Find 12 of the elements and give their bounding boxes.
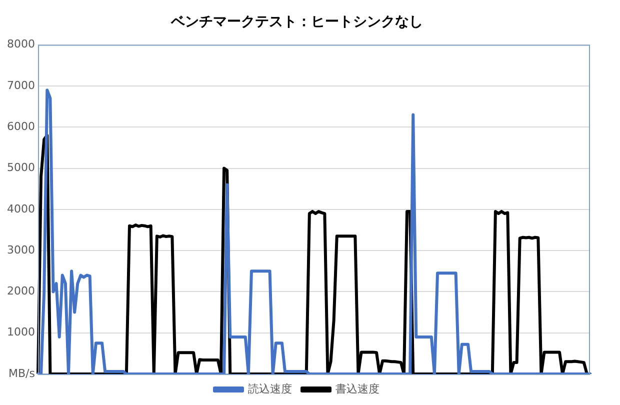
- y-tick-label: 5000: [6, 161, 35, 174]
- y-tick-label: 6000: [6, 120, 35, 133]
- y-tick-label: 4000: [6, 202, 35, 216]
- y-tick-label: 8000: [6, 38, 35, 51]
- y-tick-label: 1000: [6, 326, 35, 339]
- y-tick-label: 2000: [6, 284, 35, 298]
- y-tick-label: MB/s: [8, 366, 36, 380]
- y-tick-label: 7000: [6, 78, 35, 92]
- chart-title: ベンチマークテスト：ヒートシンクなし: [170, 14, 423, 30]
- y-tick-label: 3000: [6, 243, 35, 256]
- legend-label: 書込速度: [336, 382, 380, 396]
- legend-label: 読込速度: [248, 382, 292, 396]
